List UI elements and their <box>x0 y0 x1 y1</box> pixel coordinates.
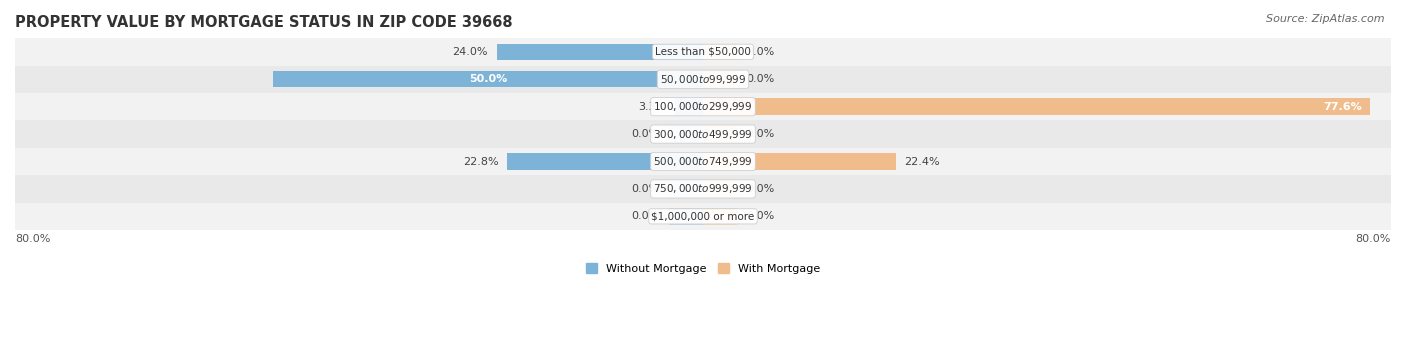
Text: 77.6%: 77.6% <box>1323 102 1362 112</box>
Text: 22.4%: 22.4% <box>904 156 939 167</box>
Text: $750,000 to $999,999: $750,000 to $999,999 <box>654 183 752 196</box>
Bar <box>15 175 1391 203</box>
Bar <box>508 153 703 170</box>
Text: 0.0%: 0.0% <box>631 129 659 139</box>
Text: PROPERTY VALUE BY MORTGAGE STATUS IN ZIP CODE 39668: PROPERTY VALUE BY MORTGAGE STATUS IN ZIP… <box>15 15 513 30</box>
Text: $500,000 to $749,999: $500,000 to $749,999 <box>654 155 752 168</box>
Bar <box>703 99 1371 115</box>
Text: 50.0%: 50.0% <box>468 74 508 84</box>
Bar <box>703 71 737 87</box>
Bar <box>15 120 1391 148</box>
Bar <box>15 148 1391 175</box>
Bar <box>273 71 703 87</box>
Text: 24.0%: 24.0% <box>453 47 488 57</box>
Text: 0.0%: 0.0% <box>747 211 775 221</box>
Bar <box>15 93 1391 120</box>
Bar <box>703 153 896 170</box>
Bar <box>669 181 703 197</box>
Text: 80.0%: 80.0% <box>15 234 51 244</box>
Text: 0.0%: 0.0% <box>747 129 775 139</box>
Bar <box>703 126 737 142</box>
Bar <box>675 99 703 115</box>
Legend: Without Mortgage, With Mortgage: Without Mortgage, With Mortgage <box>582 259 824 278</box>
Bar <box>15 203 1391 230</box>
Bar <box>703 181 737 197</box>
Bar <box>669 208 703 224</box>
Text: 0.0%: 0.0% <box>747 74 775 84</box>
Bar <box>15 38 1391 66</box>
Bar <box>703 44 737 60</box>
Bar <box>703 208 737 224</box>
Bar <box>15 66 1391 93</box>
Text: 3.3%: 3.3% <box>638 102 666 112</box>
Text: 0.0%: 0.0% <box>747 184 775 194</box>
Text: 0.0%: 0.0% <box>747 47 775 57</box>
Text: Less than $50,000: Less than $50,000 <box>655 47 751 57</box>
Text: $1,000,000 or more: $1,000,000 or more <box>651 211 755 221</box>
Text: 0.0%: 0.0% <box>631 184 659 194</box>
Text: 80.0%: 80.0% <box>1355 234 1391 244</box>
Text: $100,000 to $299,999: $100,000 to $299,999 <box>654 100 752 113</box>
Bar <box>669 126 703 142</box>
Text: 22.8%: 22.8% <box>463 156 498 167</box>
Text: Source: ZipAtlas.com: Source: ZipAtlas.com <box>1267 14 1385 23</box>
Text: $50,000 to $99,999: $50,000 to $99,999 <box>659 73 747 86</box>
Bar <box>496 44 703 60</box>
Text: $300,000 to $499,999: $300,000 to $499,999 <box>654 128 752 140</box>
Text: 0.0%: 0.0% <box>631 211 659 221</box>
